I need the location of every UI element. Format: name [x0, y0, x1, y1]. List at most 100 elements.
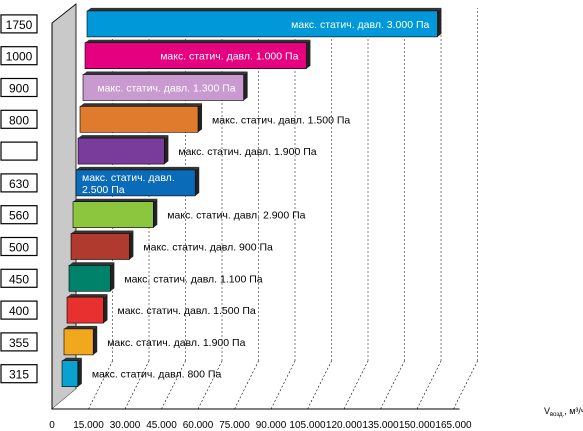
gridline-floor — [88, 360, 113, 410]
bar-label: макс. статич. давл. 1.500 Па — [212, 114, 350, 126]
x-tick-label: 150.000 — [399, 420, 436, 431]
x-axis-label-unit: , м³/ч — [564, 406, 583, 416]
category-frame — [0, 46, 38, 66]
x-tick-label: 75.000 — [219, 420, 250, 431]
bar-top — [85, 39, 311, 43]
x-axis-label-sub: возд. — [550, 412, 565, 418]
bar-label: макс. статич. давл. 800 Па — [92, 369, 222, 381]
category-label: 500 — [9, 241, 29, 255]
gridline-floor — [161, 360, 186, 410]
bar-label: макс. статич. давл. 2.900 Па — [167, 210, 305, 222]
bar-side — [129, 230, 134, 260]
bar-top — [78, 135, 169, 139]
category-frame — [0, 236, 38, 257]
x-tick-label: 30.000 — [110, 420, 141, 431]
x-tick-labels: 0 15.000 30.000 45.000 60.000 75.000 90.000 105… — [49, 420, 472, 431]
bar — [77, 137, 165, 165]
bar-label: макс. статич. давл. 1.500 Па — [118, 305, 256, 317]
bar-side — [243, 71, 248, 101]
bar-top — [83, 71, 248, 75]
category-box: 800 — [0, 109, 38, 129]
category-box: 450 — [0, 268, 38, 288]
bar-label: макс. статич. давл. 900 Па — [143, 242, 273, 254]
bar-label: макс. статич. давл. 1.900 Па — [178, 146, 316, 158]
category-frame — [0, 14, 38, 34]
gridline-floor — [343, 360, 369, 410]
bar — [75, 169, 196, 197]
x-axis-title: Vвозд., м³/ч — [544, 406, 583, 418]
category-box: 560 — [0, 205, 38, 225]
gridline-floor — [234, 360, 259, 410]
bar — [63, 328, 94, 356]
bar-side — [195, 166, 200, 196]
bar-label: макс. статич. давл. 1.000 Па — [160, 51, 298, 63]
bar-side — [103, 294, 108, 324]
bar — [61, 360, 79, 388]
bar-label: макс. статич. давл. 1.300 Па — [97, 83, 235, 95]
bar-top — [64, 325, 98, 329]
bar — [84, 42, 307, 70]
gridline-floor — [124, 360, 150, 410]
category-label: 800 — [9, 113, 29, 127]
bar-top — [67, 294, 108, 298]
x-tick-label: 45.000 — [146, 420, 177, 431]
bar-top — [71, 230, 134, 234]
category-label: 1000 — [6, 50, 33, 64]
category-box: 1750 — [0, 14, 38, 34]
category-frame — [0, 173, 38, 193]
category-label: 560 — [9, 209, 29, 223]
bar — [66, 296, 104, 324]
category-label: 355 — [9, 336, 29, 350]
category-box: 500 — [0, 236, 38, 257]
category-label: 400 — [9, 304, 29, 318]
bar-side — [77, 357, 82, 387]
category-frame — [0, 77, 38, 98]
category-frame — [0, 205, 38, 225]
gridline-floor — [307, 360, 332, 410]
bar — [79, 106, 199, 133]
floor — [52, 361, 468, 409]
category-label: 900 — [9, 82, 29, 96]
category-box: 400 — [0, 300, 38, 320]
chart-backdrop — [51, 3, 468, 410]
gridline-floor — [197, 360, 223, 410]
category-frame — [0, 364, 38, 384]
bar-top — [69, 262, 115, 266]
x-tick-label: 15.000 — [73, 420, 104, 431]
bar-side — [93, 325, 98, 355]
category-label: 450 — [9, 272, 29, 286]
gridline-floor — [380, 360, 405, 410]
bar-label: макс. статич. давл. 1.900 Па — [107, 337, 245, 349]
gridline-floor — [416, 360, 442, 410]
x-axis-label: Vвозд., м³/ч — [544, 406, 583, 418]
gridline-floor — [270, 360, 296, 410]
bar-label-line2: 2.500 Па — [82, 184, 125, 196]
category-box: 900 — [0, 77, 38, 98]
category-frame — [0, 109, 38, 129]
bar-label: макс. статич. давл. — [82, 172, 175, 184]
bar-side — [153, 198, 158, 228]
x-tick-label: 135.000 — [362, 420, 399, 431]
category-label: 630 — [9, 177, 29, 191]
category-frame — [0, 141, 38, 161]
x-tick-label: 120.000 — [326, 420, 363, 431]
bar-label: макс. статич. давл. 3.000 Па — [291, 19, 429, 31]
category-frame — [0, 268, 38, 288]
x-tick-label: 165.000 — [435, 420, 472, 431]
x-tick-label: 90.000 — [256, 420, 287, 431]
bar-side — [306, 39, 311, 69]
category-box: 630 — [0, 173, 38, 193]
x-tick-label: 0 — [49, 420, 55, 431]
category-frame — [0, 332, 38, 352]
bar — [68, 264, 111, 292]
bar-side — [198, 103, 203, 133]
bar-side — [110, 262, 115, 292]
bar — [72, 201, 154, 228]
category-box: 355 — [0, 332, 38, 352]
category-box: 1000 — [0, 46, 38, 66]
bar-top — [76, 166, 200, 170]
category-box: 315 — [0, 364, 38, 384]
bars — [61, 7, 442, 388]
bar-side — [164, 135, 169, 165]
gridline-floor — [453, 360, 478, 410]
